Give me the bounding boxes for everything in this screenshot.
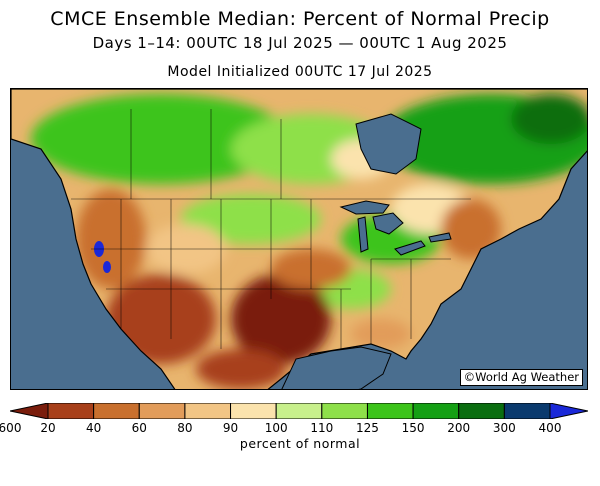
legend-tick-label: 40 (86, 421, 101, 435)
legend-tick-label: 600 (0, 421, 21, 435)
legend-swatch (276, 403, 322, 419)
legend-tick-label: 110 (310, 421, 333, 435)
legend-tick-label: 125 (356, 421, 379, 435)
legend-swatch (459, 403, 505, 419)
legend-swatch (550, 403, 588, 419)
legend-swatch (139, 403, 185, 419)
color-scale-units: percent of normal (0, 436, 600, 451)
legend-swatch (10, 403, 48, 419)
legend-tick-label: 200 (447, 421, 470, 435)
map-title: CMCE Ensemble Median: Percent of Normal … (0, 8, 600, 30)
color-scale-svg (10, 403, 588, 419)
legend-tick-label: 80 (177, 421, 192, 435)
legend-swatch (504, 403, 550, 419)
legend-swatch (413, 403, 459, 419)
precip-map: ©World Ag Weather (10, 88, 588, 390)
legend-tick-label: 20 (40, 421, 55, 435)
legend-swatch (48, 403, 94, 419)
legend-swatch (231, 403, 277, 419)
legend-swatch (322, 403, 368, 419)
precip-map-canvas (11, 89, 588, 390)
legend-tick-label: 90 (223, 421, 238, 435)
model-initialized-label: Model Initialized 00UTC 17 Jul 2025 (0, 64, 600, 80)
legend-swatch (367, 403, 413, 419)
legend-tick-label: 400 (539, 421, 562, 435)
color-scale-ticks: 20 40 60 80 90 100 110 125 150 200 300 400 600 (10, 421, 588, 437)
legend-tick-label: 150 (402, 421, 425, 435)
map-subtitle: Days 1–14: 00UTC 18 Jul 2025 — 00UTC 1 A… (0, 34, 600, 52)
legend-tick-label: 60 (132, 421, 147, 435)
legend-swatch (185, 403, 231, 419)
legend-swatch (94, 403, 140, 419)
legend-tick-label: 300 (493, 421, 516, 435)
map-credit: ©World Ag Weather (460, 369, 583, 386)
color-scale-bar (10, 403, 588, 419)
legend-tick-label: 100 (265, 421, 288, 435)
